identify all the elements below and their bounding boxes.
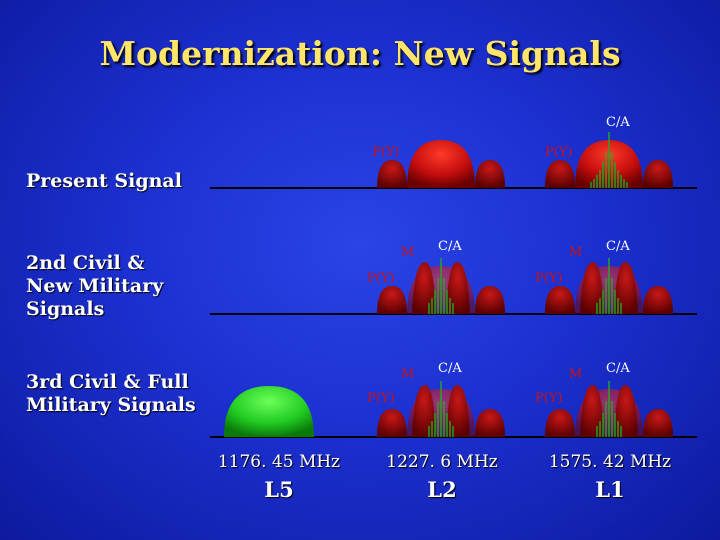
l1-row3-signal [545,381,673,437]
m-label-l2-row2: M [401,245,414,260]
band-name-l1: L1 [595,477,625,502]
ca-label-l2-row2: C/A [438,239,462,254]
py-label-l2-row3: P(Y) [367,391,394,406]
l2-row2-signal [377,258,505,314]
m-label-l1-row2: M [569,245,582,260]
l2-row3-signal [377,381,505,437]
m-label-l1-row3: M [569,367,582,382]
l5-signal [224,386,314,437]
ca-label-l2-row3: C/A [438,361,462,376]
frequency-l1: 1575. 42 MHz [548,452,672,472]
ca-label-l1-row3: C/A [606,361,630,376]
m-label-l2-row3: M [401,367,414,382]
band-name-l2: L2 [427,477,457,502]
l1-present-signal [545,132,673,188]
ca-label-l1-row1: C/A [606,115,630,130]
py-label-l2-row1: P(Y) [372,145,399,160]
row-label-2nd-civil: 2nd Civil & New Military Signals [26,252,164,320]
l2-present-signal [377,140,505,188]
frequency-l5: 1176. 45 MHz [217,452,341,472]
py-label-l2-row2: P(Y) [367,271,394,286]
l1-row2-signal [545,258,673,314]
slide-title: Modernization: New Signals [99,34,621,73]
py-label-l1-row3: P(Y) [535,391,562,406]
py-label-l1-row1: P(Y) [545,145,572,160]
frequency-l2: 1227. 6 MHz [386,452,498,472]
row-label-3rd-civil: 3rd Civil & Full Military Signals [26,371,196,416]
ca-label-l1-row2: C/A [606,239,630,254]
band-name-l5: L5 [264,477,294,502]
py-label-l1-row2: P(Y) [535,271,562,286]
row-label-present: Present Signal [26,170,182,192]
